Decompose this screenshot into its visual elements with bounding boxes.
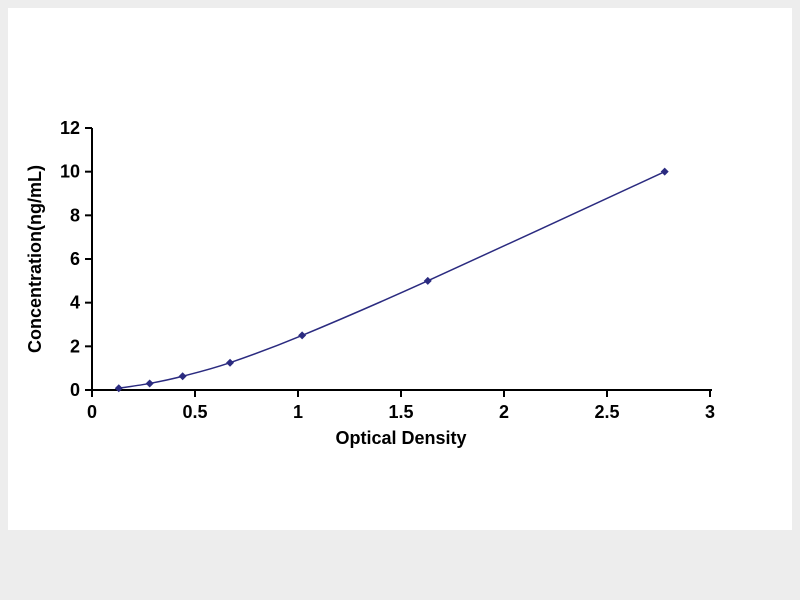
y-tick-label: 8: [70, 205, 80, 225]
y-tick-label: 0: [70, 380, 80, 400]
data-point-marker: [178, 372, 187, 381]
y-tick-label: 12: [60, 118, 80, 138]
x-tick-label: 1: [293, 402, 303, 422]
x-tick-label: 0: [87, 402, 97, 422]
x-axis-title: Optical Density: [335, 428, 467, 448]
y-tick-label: 2: [70, 336, 80, 356]
x-tick-label: 1.5: [388, 402, 413, 422]
chart-panel: [8, 8, 792, 530]
data-point-marker: [145, 379, 154, 388]
x-tick-label: 2: [499, 402, 509, 422]
y-tick-label: 10: [60, 162, 80, 182]
data-point-marker: [660, 167, 669, 176]
data-point-marker: [423, 276, 432, 285]
y-axis-title: Concentration(ng/mL): [25, 165, 45, 353]
x-tick-label: 2.5: [594, 402, 619, 422]
y-tick-label: 6: [70, 249, 80, 269]
y-tick-label: 4: [70, 293, 80, 313]
data-point-marker: [114, 384, 123, 393]
x-tick-label: 3: [705, 402, 715, 422]
series-line-standard-curve: [118, 170, 665, 389]
data-point-marker: [298, 331, 307, 340]
data-point-marker: [226, 358, 235, 367]
x-tick-label: 0.5: [182, 402, 207, 422]
